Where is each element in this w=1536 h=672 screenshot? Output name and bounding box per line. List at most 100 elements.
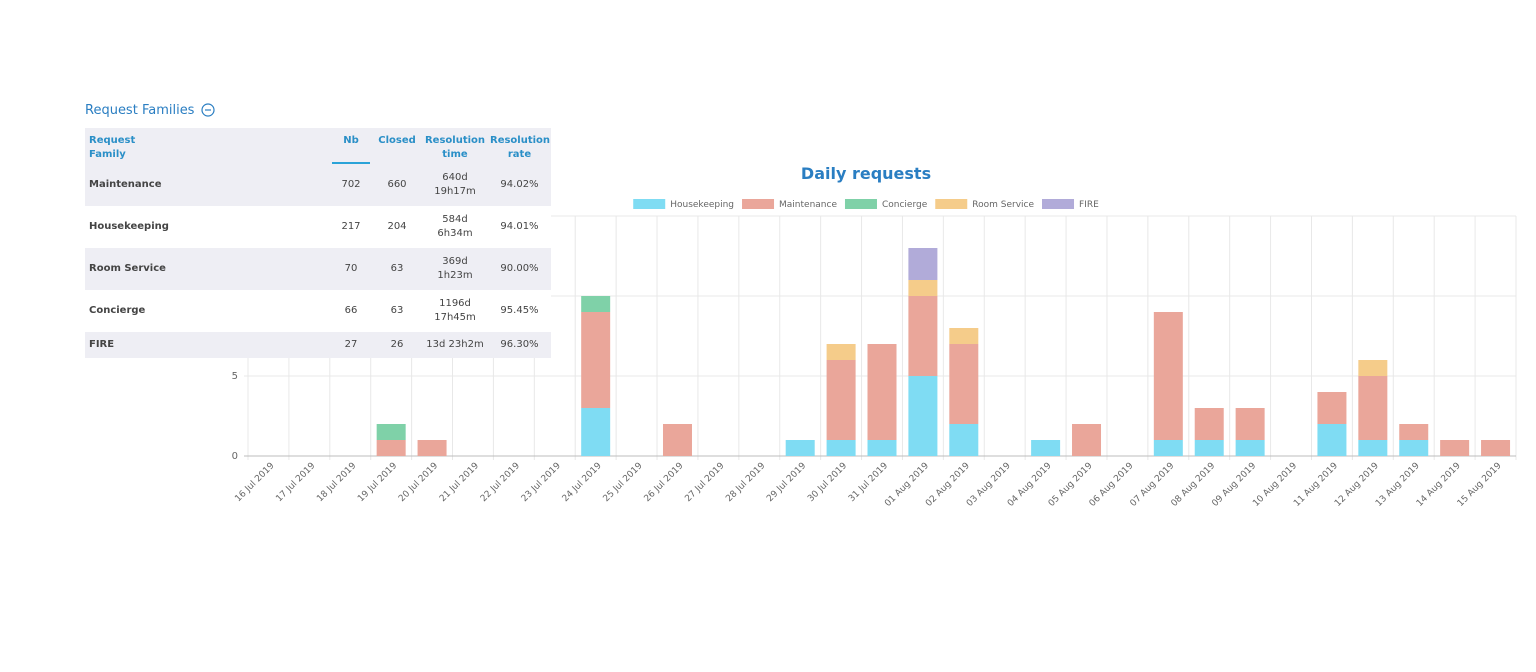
column-header-resolution-time[interactable]: Resolution time: [422, 128, 488, 164]
x-tick-label: 16 Jul 2019: [233, 461, 276, 504]
bar-concierge[interactable]: [376, 424, 406, 440]
bar-room-service[interactable]: [949, 328, 979, 344]
column-header-family[interactable]: Request Family: [85, 128, 330, 164]
bar-fire[interactable]: [908, 248, 938, 280]
bar-maintenance[interactable]: [1481, 440, 1511, 456]
x-tick-label: 21 Jul 2019: [438, 461, 481, 504]
resolution-rate-cell: 90.00%: [488, 248, 551, 290]
bar-housekeeping[interactable]: [581, 408, 611, 456]
legend-swatch: [935, 199, 968, 209]
request-families-table: Request Family Nb Closed Resolution time…: [85, 128, 551, 358]
legend-item-housekeeping[interactable]: Housekeeping: [633, 199, 734, 210]
legend-label: FIRE: [1079, 200, 1099, 210]
x-tick-label: 26 Jul 2019: [643, 461, 686, 504]
x-tick-label: 15 Aug 2019: [1456, 461, 1504, 509]
closed-cell: 63: [372, 290, 422, 332]
chart-title: Daily requests: [801, 164, 931, 183]
bar-housekeeping[interactable]: [1153, 440, 1183, 456]
family-cell: Room Service: [85, 248, 330, 290]
bar-room-service[interactable]: [908, 280, 938, 296]
bar-maintenance[interactable]: [1440, 440, 1470, 456]
legend-item-concierge[interactable]: Concierge: [844, 199, 928, 210]
nb-cell: 70: [330, 248, 372, 290]
bar-housekeeping[interactable]: [1031, 440, 1061, 456]
x-tick-label: 18 Jul 2019: [315, 461, 358, 504]
table-row[interactable]: Concierge 66 63 1196d 17h45m 95.45%: [85, 290, 551, 332]
table-row[interactable]: Maintenance 702 660 640d 19h17m 94.02%: [85, 164, 551, 206]
bar-maintenance[interactable]: [1072, 424, 1102, 456]
request-families-panel: Request Families Request Family Nb Close…: [85, 100, 551, 358]
bar-maintenance[interactable]: [1235, 408, 1265, 440]
bar-maintenance[interactable]: [581, 312, 611, 408]
chart-legend: Housekeeping Maintenance Concierge Room Ser…: [633, 199, 1099, 210]
bar-maintenance[interactable]: [826, 360, 856, 440]
x-tick-label: 25 Jul 2019: [602, 461, 645, 504]
bar-housekeeping[interactable]: [1235, 440, 1265, 456]
closed-cell: 63: [372, 248, 422, 290]
chart-bars: [376, 248, 1511, 456]
resolution-time-cell: 13d 23h2m: [422, 332, 488, 358]
nb-cell: 27: [330, 332, 372, 358]
bar-maintenance[interactable]: [908, 296, 938, 376]
bar-maintenance[interactable]: [1194, 408, 1224, 440]
bar-housekeeping[interactable]: [949, 424, 979, 456]
table-row[interactable]: FIRE 27 26 13d 23h2m 96.30%: [85, 332, 551, 358]
resolution-rate-cell: 96.30%: [488, 332, 551, 358]
resolution-rate-cell: 95.45%: [488, 290, 551, 332]
resolution-rate-cell: 94.01%: [488, 206, 551, 248]
bar-maintenance[interactable]: [867, 344, 897, 440]
bar-housekeeping[interactable]: [1194, 440, 1224, 456]
x-tick-label: 29 Jul 2019: [765, 461, 808, 504]
bar-housekeeping[interactable]: [1399, 440, 1429, 456]
column-header-nb[interactable]: Nb: [330, 128, 372, 164]
bar-maintenance[interactable]: [1153, 312, 1183, 440]
bar-housekeeping[interactable]: [785, 440, 815, 456]
resolution-time-cell: 584d 6h34m: [422, 206, 488, 248]
bar-housekeeping[interactable]: [1317, 424, 1347, 456]
bar-maintenance[interactable]: [1317, 392, 1347, 424]
resolution-time-cell: 369d 1h23m: [422, 248, 488, 290]
column-header-closed[interactable]: Closed: [372, 128, 422, 164]
family-cell: Housekeeping: [85, 206, 330, 248]
bar-room-service[interactable]: [1358, 360, 1388, 376]
legend-item-room-service[interactable]: Room Service: [935, 199, 1034, 210]
bar-housekeeping[interactable]: [908, 376, 938, 456]
table-row[interactable]: Room Service 70 63 369d 1h23m 90.00%: [85, 248, 551, 290]
x-tick-label: 23 Jul 2019: [520, 461, 563, 504]
legend-label: Housekeeping: [670, 200, 734, 210]
bar-maintenance[interactable]: [1358, 376, 1388, 440]
bar-maintenance[interactable]: [949, 344, 979, 424]
table-header-row: Request Family Nb Closed Resolution time…: [85, 128, 551, 164]
legend-swatch: [633, 199, 666, 209]
family-cell: Concierge: [85, 290, 330, 332]
legend-item-fire[interactable]: FIRE: [1042, 199, 1099, 210]
bar-room-service[interactable]: [826, 344, 856, 360]
panel-header: Request Families: [85, 100, 551, 120]
table-row[interactable]: Housekeeping 217 204 584d 6h34m 94.01%: [85, 206, 551, 248]
x-tick-label: 30 Jul 2019: [806, 461, 849, 504]
x-tick-label: 22 Jul 2019: [479, 461, 522, 504]
panel-title: Request Families: [85, 102, 195, 118]
resolution-rate-cell: 94.02%: [488, 164, 551, 206]
legend-label: Concierge: [882, 200, 928, 210]
column-header-resolution-rate[interactable]: Resolution rate: [488, 128, 551, 164]
closed-cell: 660: [372, 164, 422, 206]
bar-housekeeping[interactable]: [867, 440, 897, 456]
bar-maintenance[interactable]: [1399, 424, 1429, 440]
y-tick-label: 5: [232, 371, 238, 382]
bar-housekeeping[interactable]: [1358, 440, 1388, 456]
legend-label: Room Service: [972, 200, 1034, 210]
bar-maintenance[interactable]: [662, 424, 692, 456]
legend-swatch: [844, 199, 877, 209]
bar-housekeeping[interactable]: [826, 440, 856, 456]
collapse-icon[interactable]: [201, 103, 216, 117]
y-tick-label: 0: [232, 451, 238, 462]
bar-maintenance[interactable]: [417, 440, 447, 456]
nb-cell: 702: [330, 164, 372, 206]
bar-maintenance[interactable]: [376, 440, 406, 456]
bar-concierge[interactable]: [581, 296, 611, 312]
legend-item-maintenance[interactable]: Maintenance: [742, 199, 837, 210]
x-tick-label: 27 Jul 2019: [683, 461, 726, 504]
